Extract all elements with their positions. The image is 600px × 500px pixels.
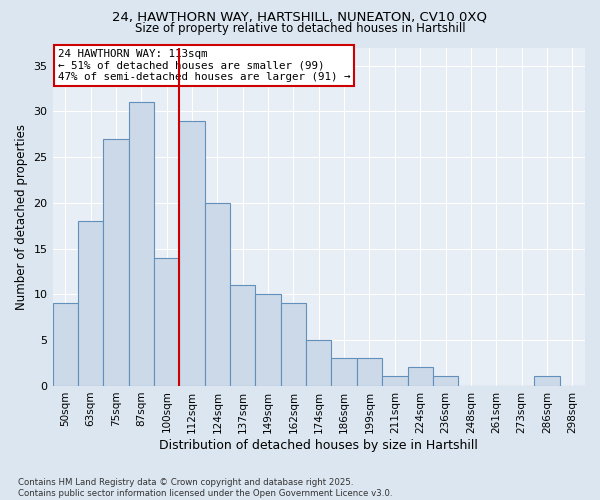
Bar [205,203,230,386]
Bar [128,102,154,386]
Bar [154,258,179,386]
Text: Contains HM Land Registry data © Crown copyright and database right 2025.
Contai: Contains HM Land Registry data © Crown c… [18,478,392,498]
Y-axis label: Number of detached properties: Number of detached properties [15,124,28,310]
Bar [53,304,78,386]
Bar [306,340,331,386]
Bar [230,285,256,386]
Bar [78,221,103,386]
Bar [281,304,306,386]
Text: Size of property relative to detached houses in Hartshill: Size of property relative to detached ho… [134,22,466,35]
Text: 24 HAWTHORN WAY: 113sqm
← 51% of detached houses are smaller (99)
47% of semi-de: 24 HAWTHORN WAY: 113sqm ← 51% of detache… [58,49,350,82]
Bar [534,376,560,386]
Bar [407,368,433,386]
Text: 24, HAWTHORN WAY, HARTSHILL, NUNEATON, CV10 0XQ: 24, HAWTHORN WAY, HARTSHILL, NUNEATON, C… [113,11,487,24]
Bar [331,358,357,386]
Bar [256,294,281,386]
Bar [179,120,205,386]
X-axis label: Distribution of detached houses by size in Hartshill: Distribution of detached houses by size … [160,440,478,452]
Bar [103,139,128,386]
Bar [357,358,382,386]
Bar [433,376,458,386]
Bar [382,376,407,386]
